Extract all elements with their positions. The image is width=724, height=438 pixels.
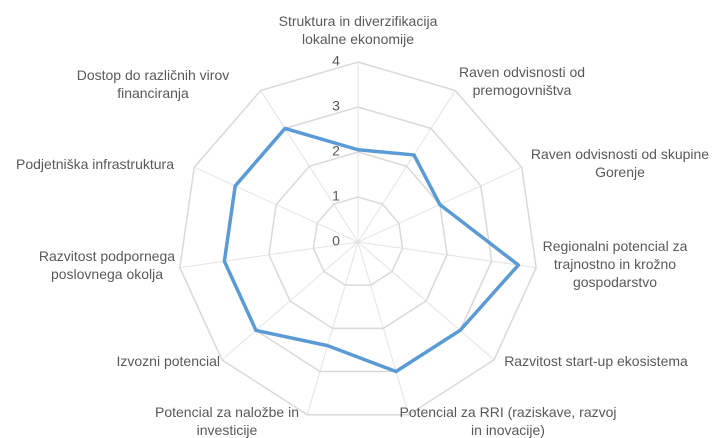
r-tick-label: 3 xyxy=(332,98,340,114)
category-label: Potencial za naložbe in investicije xyxy=(155,404,299,438)
r-tick-label: 4 xyxy=(332,53,340,69)
r-tick-label: 0 xyxy=(332,233,340,249)
category-label: Razvitost start-up ekosistema xyxy=(504,353,688,369)
category-label: Raven odvisnosti od premogovništva xyxy=(458,64,586,98)
grid-ring xyxy=(312,196,404,286)
category-label: Struktura in diverzifikacija lokalne eko… xyxy=(278,13,438,47)
category-label: Dostop do različnih virov financiranja xyxy=(76,67,230,101)
data-line xyxy=(222,126,521,374)
category-label: Izvozni potencial xyxy=(116,353,220,369)
category-label: Razvitost podpornega poslovnega okolja xyxy=(38,248,176,282)
grid-ring xyxy=(268,151,448,330)
category-label: Potencial za RRI (raziskave, razvoj in i… xyxy=(399,404,617,438)
category-label: Podjetniška infrastruktura xyxy=(16,156,174,172)
category-label: Regionalni potencial za trajnostno in kr… xyxy=(542,238,688,290)
r-tick-label: 1 xyxy=(332,188,340,204)
r-tick-label: 2 xyxy=(332,143,340,159)
grid-ring xyxy=(179,61,537,416)
category-label: Raven odvisnosti od skupine Gorenje xyxy=(530,146,710,180)
